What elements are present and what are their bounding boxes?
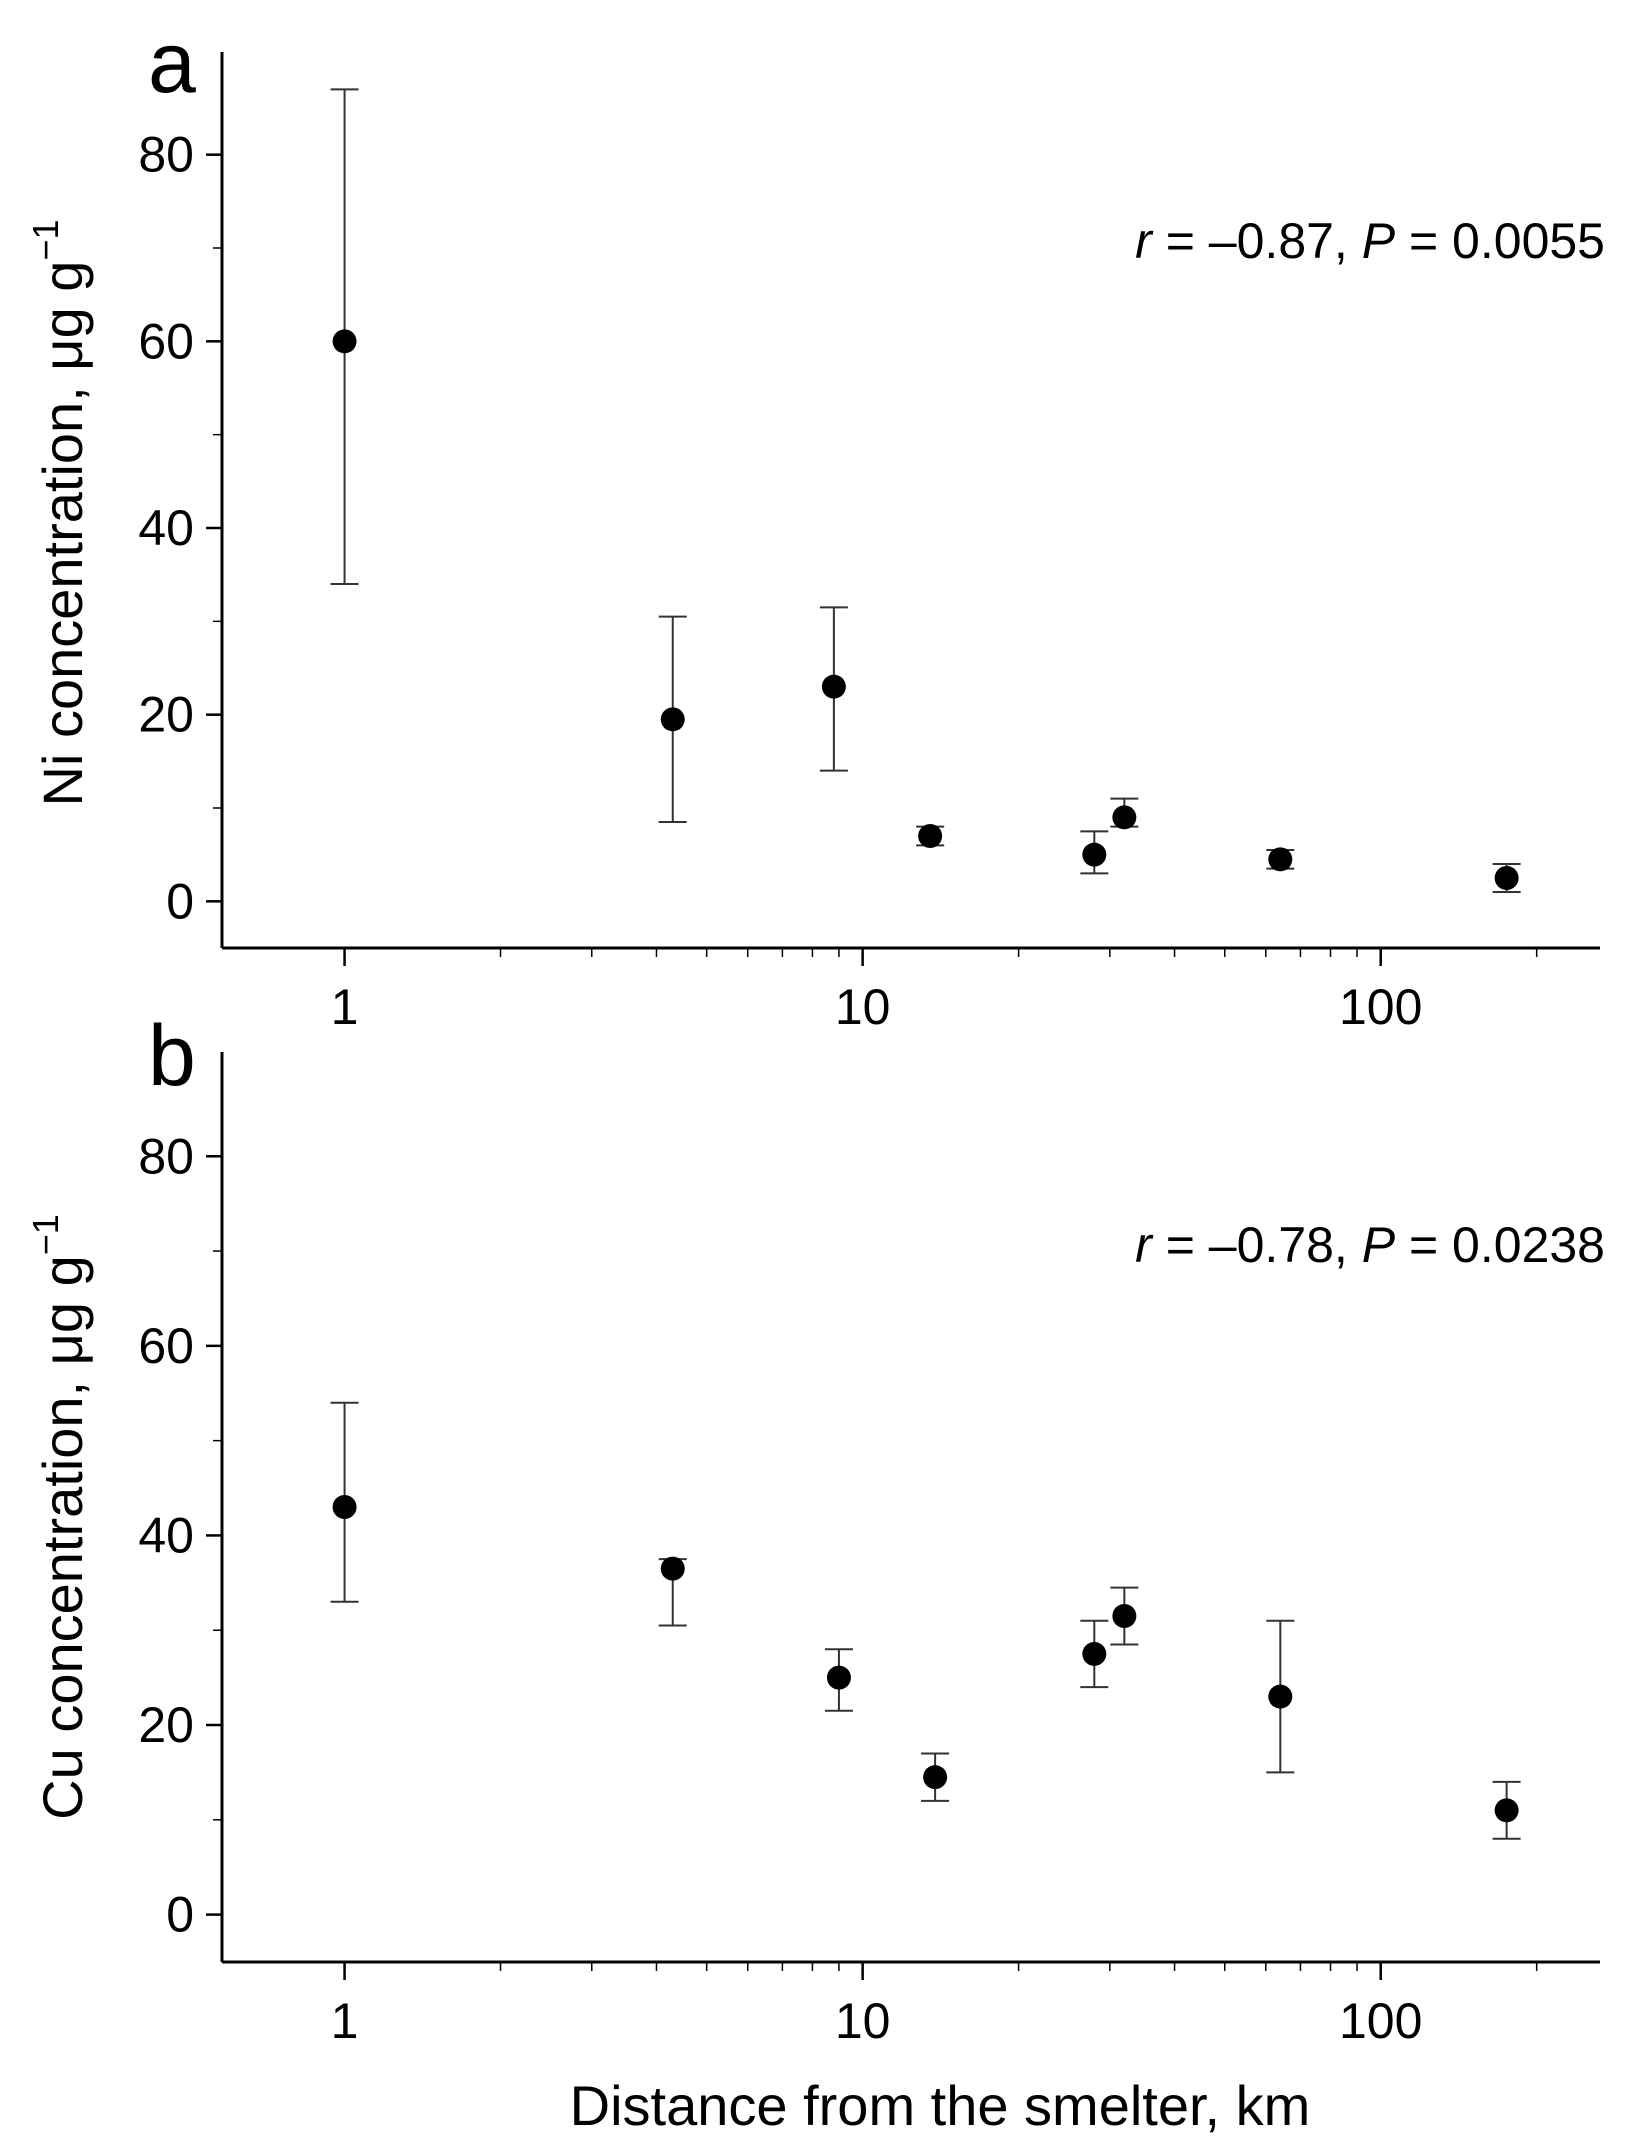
y-axis-title-a: Ni concentration, μg g−1 xyxy=(25,220,94,807)
y-tick-label-a: 20 xyxy=(138,687,194,743)
data-point-b xyxy=(826,1665,851,1690)
panel-b: b Cu concentration, μg g−1 r = –0.78, P … xyxy=(25,1008,1605,2049)
plot-area-b: 0 20 40 60 80 1 10 100 xyxy=(138,1052,1600,2049)
panel-letter-b: b xyxy=(148,1008,196,1104)
y-tick-label-b: 20 xyxy=(138,1697,194,1753)
plot-area-a: 0 20 40 60 80 1 10 100 xyxy=(138,52,1600,1035)
stats-annotation-a: r = –0.87, P = 0.0055 xyxy=(1135,213,1605,269)
data-point-b xyxy=(1268,1684,1293,1709)
data-point-a xyxy=(332,329,357,354)
data-point-a xyxy=(1112,805,1137,830)
x-tick-label-a: 10 xyxy=(835,979,891,1035)
x-axis-title: Distance from the smelter, km xyxy=(570,2074,1311,2137)
x-tick-label-a: 100 xyxy=(1339,979,1422,1035)
data-point-b xyxy=(660,1556,685,1581)
y-tick-label-b: 60 xyxy=(138,1318,194,1374)
data-point-b xyxy=(332,1495,357,1519)
stats-annotation-b: r = –0.78, P = 0.0238 xyxy=(1135,1217,1605,1273)
x-tick-label-b: 10 xyxy=(835,1993,891,2049)
data-point-b xyxy=(923,1765,948,1790)
y-tick-label-a: 60 xyxy=(138,313,194,369)
panel-letter-a: a xyxy=(148,15,196,111)
data-point-b xyxy=(1082,1641,1107,1666)
y-axis-title-b: Cu concentration, μg g−1 xyxy=(25,1214,94,1820)
y-tick-label-b: 40 xyxy=(138,1507,194,1563)
x-tick-label-b: 1 xyxy=(331,1993,359,2049)
y-tick-label-b: 0 xyxy=(166,1887,194,1943)
data-point-a xyxy=(918,824,943,848)
x-tick-label-b: 100 xyxy=(1339,1993,1422,2049)
x-tick-label-a: 1 xyxy=(331,979,359,1035)
y-tick-label-a: 40 xyxy=(138,500,194,556)
data-point-a xyxy=(1494,866,1519,890)
data-point-a xyxy=(1268,847,1293,872)
y-tick-label-b: 80 xyxy=(138,1128,194,1184)
panel-a: a Ni concentration, μg g−1 r = –0.87, P … xyxy=(25,15,1605,1035)
data-point-a xyxy=(660,707,685,732)
y-tick-label-a: 80 xyxy=(138,127,194,183)
y-tick-label-a: 0 xyxy=(166,873,194,929)
data-point-b xyxy=(1494,1798,1519,1823)
data-point-a xyxy=(1082,842,1107,867)
data-point-a xyxy=(821,674,846,699)
data-point-b xyxy=(1112,1604,1137,1629)
